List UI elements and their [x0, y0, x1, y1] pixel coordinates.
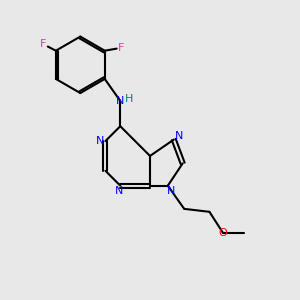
Text: O: O [218, 228, 227, 238]
Text: H: H [124, 94, 133, 104]
Text: N: N [175, 131, 183, 141]
Text: N: N [96, 136, 104, 146]
Text: F: F [40, 39, 46, 49]
Text: N: N [115, 186, 123, 196]
Text: F: F [118, 43, 124, 53]
Text: N: N [116, 96, 124, 106]
Text: N: N [167, 186, 176, 196]
